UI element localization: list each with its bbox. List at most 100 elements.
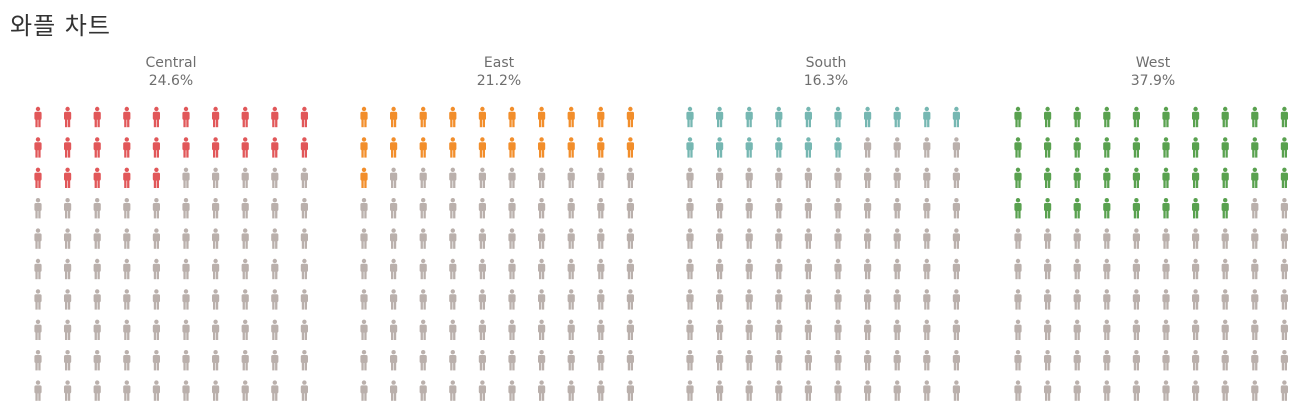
person-icon — [182, 258, 190, 280]
person-icon-filled — [1221, 106, 1229, 128]
person-icon-filled — [478, 106, 486, 128]
person-icon-filled — [182, 106, 190, 128]
person-icon — [538, 258, 546, 280]
person-icon — [804, 167, 812, 188]
person-icon — [390, 289, 398, 310]
person-icon-filled — [34, 167, 42, 188]
person-icon — [834, 258, 842, 280]
person-icon — [64, 289, 72, 310]
person-icon — [390, 350, 398, 371]
person-icon — [182, 380, 190, 401]
person-icon — [123, 289, 131, 310]
person-icon-filled — [1044, 167, 1052, 188]
person-icon-filled — [1221, 167, 1229, 188]
person-icon — [864, 380, 872, 401]
person-icon — [775, 289, 783, 310]
person-icon — [1221, 228, 1229, 249]
person-icon — [716, 198, 724, 219]
person-icon-filled — [1162, 167, 1170, 188]
person-icon — [775, 258, 783, 280]
person-icon-filled — [804, 106, 812, 128]
person-icon — [508, 198, 516, 219]
person-icon-filled — [1162, 106, 1170, 128]
panel-name: South — [805, 55, 847, 71]
person-icon — [626, 167, 634, 188]
person-icon — [152, 319, 160, 340]
person-icon — [893, 228, 901, 249]
person-icon — [449, 289, 457, 310]
person-icon — [597, 167, 605, 188]
panel-label-west: West 37.9% — [1003, 54, 1303, 90]
panel-label-east: East 21.2% — [349, 54, 649, 90]
person-icon — [93, 198, 101, 219]
person-icon — [152, 198, 160, 219]
person-icon-filled — [745, 106, 753, 128]
person-icon-filled — [1073, 198, 1081, 219]
person-icon — [1044, 258, 1052, 280]
person-icon — [775, 198, 783, 219]
person-icon-filled — [93, 137, 101, 158]
person-icon — [478, 228, 486, 249]
person-icon-filled — [419, 106, 427, 128]
person-icon — [686, 350, 694, 371]
person-icon — [241, 198, 249, 219]
person-icon — [508, 228, 516, 249]
person-icon — [745, 258, 753, 280]
person-icon — [1221, 289, 1229, 310]
person-icon-filled — [716, 106, 724, 128]
person-icon — [123, 198, 131, 219]
person-icon — [538, 319, 546, 340]
person-icon — [626, 319, 634, 340]
person-icon-filled — [360, 106, 368, 128]
person-icon — [686, 198, 694, 219]
person-icon — [1044, 319, 1052, 340]
person-icon — [952, 228, 960, 249]
person-icon-filled — [212, 106, 220, 128]
person-icon — [419, 198, 427, 219]
person-icon — [923, 167, 931, 188]
person-icon — [34, 228, 42, 249]
person-icon — [804, 258, 812, 280]
person-icon-filled — [686, 137, 694, 158]
person-icon — [93, 228, 101, 249]
person-icon-filled — [64, 106, 72, 128]
person-icon — [300, 167, 308, 188]
person-icon — [834, 198, 842, 219]
person-icon — [182, 198, 190, 219]
person-icon-filled — [123, 167, 131, 188]
person-icon-filled — [1251, 106, 1259, 128]
person-icon — [538, 228, 546, 249]
person-icon — [775, 380, 783, 401]
person-icon — [952, 319, 960, 340]
person-icon — [775, 319, 783, 340]
person-icon — [508, 167, 516, 188]
person-icon-filled — [745, 137, 753, 158]
person-icon-filled — [241, 106, 249, 128]
person-icon — [419, 380, 427, 401]
person-icon-filled — [1103, 137, 1111, 158]
person-icon — [508, 258, 516, 280]
person-icon — [538, 380, 546, 401]
person-icon — [1162, 258, 1170, 280]
person-icon-filled — [1192, 198, 1200, 219]
person-icon — [300, 380, 308, 401]
person-icon-filled — [1132, 106, 1140, 128]
person-icon — [360, 350, 368, 371]
person-icon-filled — [508, 137, 516, 158]
person-icon — [686, 289, 694, 310]
person-icon — [241, 258, 249, 280]
person-icon — [923, 198, 931, 219]
person-icon — [93, 319, 101, 340]
person-icon — [745, 167, 753, 188]
person-icon — [626, 228, 634, 249]
person-icon — [952, 289, 960, 310]
person-icon-filled — [1251, 137, 1259, 158]
person-icon — [93, 380, 101, 401]
person-icon — [864, 228, 872, 249]
person-icon — [478, 198, 486, 219]
person-icon-filled — [893, 106, 901, 128]
person-icon — [804, 350, 812, 371]
person-icon — [419, 228, 427, 249]
person-icon — [1221, 380, 1229, 401]
